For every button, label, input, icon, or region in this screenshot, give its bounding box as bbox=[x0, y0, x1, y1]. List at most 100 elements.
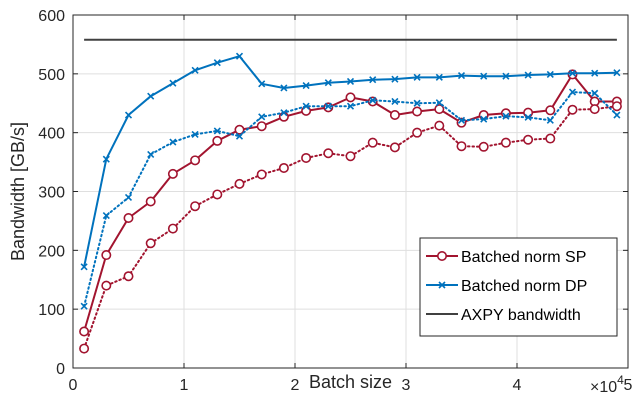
data-point bbox=[102, 155, 110, 163]
data-point bbox=[478, 141, 489, 152]
data-point bbox=[213, 59, 221, 67]
data-point bbox=[545, 105, 556, 116]
series-2 bbox=[80, 52, 621, 271]
data-point bbox=[280, 84, 288, 92]
data-point bbox=[523, 107, 534, 118]
data-point bbox=[258, 113, 266, 121]
data-point bbox=[234, 124, 245, 135]
data-point bbox=[258, 80, 266, 88]
data-point bbox=[278, 111, 289, 122]
data-point bbox=[79, 343, 90, 354]
data-point bbox=[456, 141, 467, 152]
series-3 bbox=[80, 88, 621, 310]
data-point bbox=[235, 132, 244, 140]
data-point bbox=[391, 75, 399, 83]
x-exponent-power: 4 bbox=[617, 373, 624, 387]
data-point bbox=[234, 178, 245, 189]
data-point bbox=[102, 212, 110, 220]
data-point bbox=[301, 105, 312, 116]
x-axis-exponent: ×104 bbox=[590, 373, 624, 395]
x-tick-label: 2 bbox=[291, 377, 300, 394]
y-tick-label: 400 bbox=[38, 126, 65, 143]
data-point bbox=[480, 72, 488, 80]
data-point bbox=[413, 73, 421, 81]
data-point bbox=[345, 151, 356, 162]
y-tick-label: 300 bbox=[38, 185, 65, 202]
x-exponent-base: ×10 bbox=[590, 379, 617, 395]
x-tick-label: 5 bbox=[624, 377, 633, 394]
data-point bbox=[500, 137, 511, 148]
data-point bbox=[145, 238, 156, 249]
data-point bbox=[567, 69, 578, 80]
legend: Batched norm SP Batched norm DP AXPY bandw… bbox=[419, 237, 618, 337]
data-point bbox=[435, 99, 443, 107]
data-point bbox=[413, 99, 421, 107]
y-tick-label: 600 bbox=[38, 8, 65, 25]
data-point bbox=[280, 109, 288, 117]
data-point bbox=[101, 250, 112, 261]
data-point bbox=[434, 104, 445, 115]
data-point bbox=[568, 88, 577, 96]
data-point bbox=[324, 102, 332, 110]
data-point bbox=[124, 111, 133, 119]
legend-swatch-marker bbox=[436, 251, 447, 262]
data-point bbox=[79, 326, 90, 337]
data-point bbox=[167, 223, 178, 234]
data-point bbox=[123, 212, 134, 223]
data-point bbox=[523, 134, 534, 145]
y-axis-label: Bandwidth [GB/s] bbox=[8, 122, 28, 261]
y-tick-label: 500 bbox=[38, 67, 65, 84]
data-point bbox=[191, 130, 199, 138]
data-point bbox=[235, 52, 244, 60]
data-point bbox=[567, 104, 578, 115]
data-point bbox=[613, 69, 621, 77]
data-point bbox=[591, 89, 599, 97]
data-point bbox=[278, 162, 289, 173]
data-point bbox=[524, 71, 532, 79]
data-point bbox=[546, 70, 554, 78]
series-group bbox=[79, 38, 622, 354]
y-tick-label: 0 bbox=[56, 361, 65, 378]
legend-label: AXPY bandwidth bbox=[461, 307, 581, 324]
data-point bbox=[345, 92, 356, 103]
data-point bbox=[212, 135, 223, 146]
data-point bbox=[369, 96, 377, 104]
data-point bbox=[212, 189, 223, 200]
y-tick-label: 200 bbox=[38, 243, 65, 260]
legend-box bbox=[419, 237, 618, 337]
data-point bbox=[147, 92, 155, 100]
data-point bbox=[80, 302, 88, 310]
data-point bbox=[256, 121, 267, 132]
data-point bbox=[324, 79, 332, 87]
data-point bbox=[323, 148, 334, 159]
data-point bbox=[524, 113, 532, 121]
data-point bbox=[369, 76, 377, 84]
data-point bbox=[502, 72, 510, 80]
data-point bbox=[346, 77, 355, 86]
data-point bbox=[124, 193, 133, 201]
data-point bbox=[611, 101, 622, 112]
x-tick-label: 0 bbox=[69, 377, 78, 394]
data-point bbox=[302, 102, 310, 110]
data-point bbox=[367, 137, 378, 148]
data-point bbox=[191, 66, 199, 74]
data-point bbox=[435, 73, 443, 81]
data-point bbox=[367, 96, 378, 107]
data-point bbox=[323, 102, 334, 113]
legend-label: Batched norm SP bbox=[461, 249, 586, 266]
data-point bbox=[391, 97, 399, 106]
x-tick-label: 4 bbox=[513, 377, 522, 394]
legend-swatch-marker bbox=[438, 281, 446, 289]
data-point bbox=[389, 110, 400, 121]
legend-label: Batched norm DP bbox=[461, 278, 587, 295]
data-point bbox=[591, 69, 599, 77]
data-point bbox=[589, 104, 600, 115]
data-point bbox=[169, 79, 177, 87]
data-point bbox=[213, 127, 221, 135]
data-point bbox=[190, 201, 201, 212]
data-point bbox=[80, 263, 88, 271]
data-point bbox=[502, 112, 510, 120]
data-point bbox=[167, 168, 178, 179]
